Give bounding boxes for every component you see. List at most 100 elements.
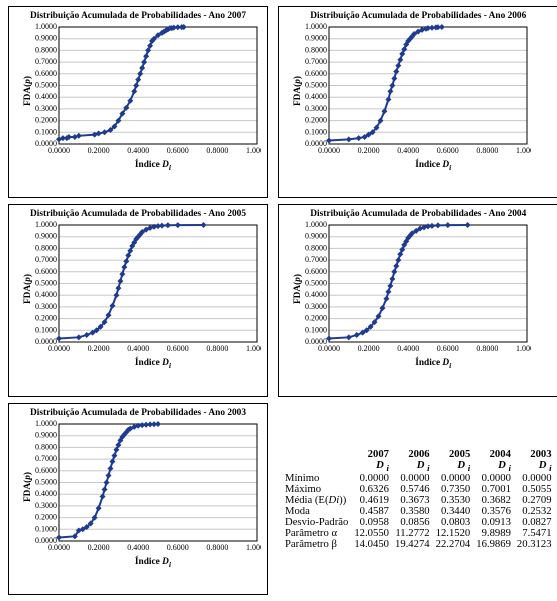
series-marker — [346, 136, 352, 142]
cell: 0.3576 — [473, 506, 514, 517]
series-marker — [143, 53, 149, 59]
cell: 20.3123 — [514, 539, 555, 550]
x-axis-label: Índice Di — [315, 160, 552, 172]
cell: 0.3682 — [473, 495, 514, 506]
series-marker — [165, 223, 171, 229]
series-marker — [391, 269, 397, 275]
x-tick-label: 0.4000 — [127, 146, 149, 155]
series-marker — [383, 296, 389, 302]
series-line — [329, 27, 442, 140]
cell: 0.0000 — [351, 473, 392, 484]
series-marker — [106, 472, 112, 478]
table-row: 20072006200520042003 — [282, 449, 555, 460]
cell: 12.0550 — [351, 528, 392, 539]
chart-area: FDA(p)0.00000.10000.20000.30000.40000.50… — [15, 420, 261, 555]
cell: 0.7001 — [473, 484, 514, 495]
cell: 0.0000 — [392, 473, 433, 484]
series-marker — [155, 421, 161, 427]
x-tick-label: 0.8000 — [476, 146, 498, 155]
cell: 0.5055 — [514, 484, 555, 495]
y-tick-label: 0.1000 — [305, 326, 327, 335]
series-marker — [387, 88, 393, 94]
table-row: Desvio-Padrão0.09580.08560.08030.09130.0… — [282, 517, 555, 528]
y-tick-label: 1.0000 — [35, 221, 57, 229]
row-label: Mínimo — [282, 473, 351, 484]
grid — [329, 225, 527, 342]
di-header: D i — [392, 460, 433, 473]
year-header: 2005 — [433, 449, 474, 460]
series-marker — [137, 71, 143, 77]
series-marker — [139, 65, 145, 71]
x-tick-label: 0.8000 — [206, 146, 228, 155]
cell: 0.0827 — [514, 517, 555, 528]
cell: 0.2532 — [514, 506, 555, 517]
series-marker — [133, 83, 139, 89]
y-tick-label: 0.6000 — [35, 465, 57, 474]
series-marker — [429, 223, 435, 229]
table-row: Máximo0.63260.57460.73500.70010.5055 — [282, 484, 555, 495]
series-marker — [102, 486, 108, 492]
y-tick-label: 0.8000 — [305, 244, 327, 253]
x-tick-label: 0.4000 — [127, 543, 149, 552]
x-tick-label: 0.0000 — [318, 146, 340, 155]
plot-svg: 0.00000.10000.20000.30000.40000.50000.60… — [29, 23, 261, 158]
y-tick-label: 0.3000 — [305, 302, 327, 311]
series-marker — [115, 286, 121, 292]
x-tick-label: 0.6000 — [437, 344, 459, 353]
series-marker — [346, 335, 352, 341]
cell: 9.8989 — [473, 528, 514, 539]
y-tick-label: 1.0000 — [305, 23, 327, 31]
row-label: Desvio-Padrão — [282, 517, 351, 528]
stats-table-panel: 20072006200520042003D iD iD iD iD iMínim… — [278, 443, 557, 554]
x-tick-label: 0.2000 — [88, 344, 110, 353]
x-tick-label: 0.2000 — [358, 344, 380, 353]
series-line — [59, 225, 204, 338]
series-marker — [439, 24, 445, 30]
series-line — [329, 225, 468, 338]
x-tick-label: 0.6000 — [167, 146, 189, 155]
x-tick-label: 0.0000 — [48, 543, 70, 552]
y-tick-label: 0.7000 — [305, 255, 327, 264]
chart-title: Distribuição Acumulada de Probabilidades… — [15, 209, 261, 219]
x-tick-label: 0.0000 — [318, 344, 340, 353]
x-tick-label: 1.0000 — [516, 146, 531, 155]
series-marker — [395, 257, 401, 263]
x-tick-label: 0.6000 — [167, 344, 189, 353]
series-marker — [354, 332, 360, 338]
y-tick-label: 0.3000 — [305, 104, 327, 113]
year-header: 2004 — [473, 449, 514, 460]
cell: 19.4274 — [392, 539, 433, 550]
cell: 0.5746 — [392, 484, 433, 495]
row-label: Máximo — [282, 484, 351, 495]
x-axis-label: Índice Di — [45, 557, 261, 569]
x-tick-label: 1.0000 — [246, 543, 261, 552]
series-marker — [445, 222, 451, 228]
table-row: Parâmetro β14.045019.427422.270416.98692… — [282, 539, 555, 550]
series-marker — [391, 75, 397, 81]
x-tick-label: 1.0000 — [246, 344, 261, 353]
y-tick-label: 0.4000 — [35, 489, 57, 498]
chart-panel-2007: Distribuição Acumulada de Probabilidades… — [8, 6, 268, 198]
cell: 0.0000 — [473, 473, 514, 484]
y-axis-label: FDA(p) — [23, 75, 33, 105]
y-tick-label: 0.6000 — [305, 69, 327, 78]
x-axis-label: Índice Di — [45, 358, 261, 370]
chart-title: Distribuição Acumulada de Probabilidades… — [15, 408, 261, 418]
table-row: Mínimo0.00000.00000.00000.00000.0000 — [282, 473, 555, 484]
series-marker — [123, 259, 129, 265]
di-header: D i — [351, 460, 392, 473]
chart-title: Distribuição Acumulada de Probabilidades… — [285, 11, 552, 21]
chart-title: Distribuição Acumulada de Probabilidades… — [285, 209, 552, 219]
y-tick-label: 0.1000 — [305, 127, 327, 136]
year-header: 2007 — [351, 449, 392, 460]
series-marker — [385, 289, 391, 295]
series-line — [59, 424, 158, 537]
chart-panel-2005: Distribuição Acumulada de Probabilidades… — [8, 204, 268, 396]
y-tick-label: 0.5000 — [35, 477, 57, 486]
y-tick-label: 0.5000 — [305, 81, 327, 90]
y-tick-label: 1.0000 — [305, 221, 327, 229]
y-axis-label: FDA(p) — [23, 274, 33, 304]
y-tick-label: 0.8000 — [35, 442, 57, 451]
x-axis-label: Índice Di — [315, 358, 552, 370]
y-tick-label: 0.4000 — [35, 291, 57, 300]
